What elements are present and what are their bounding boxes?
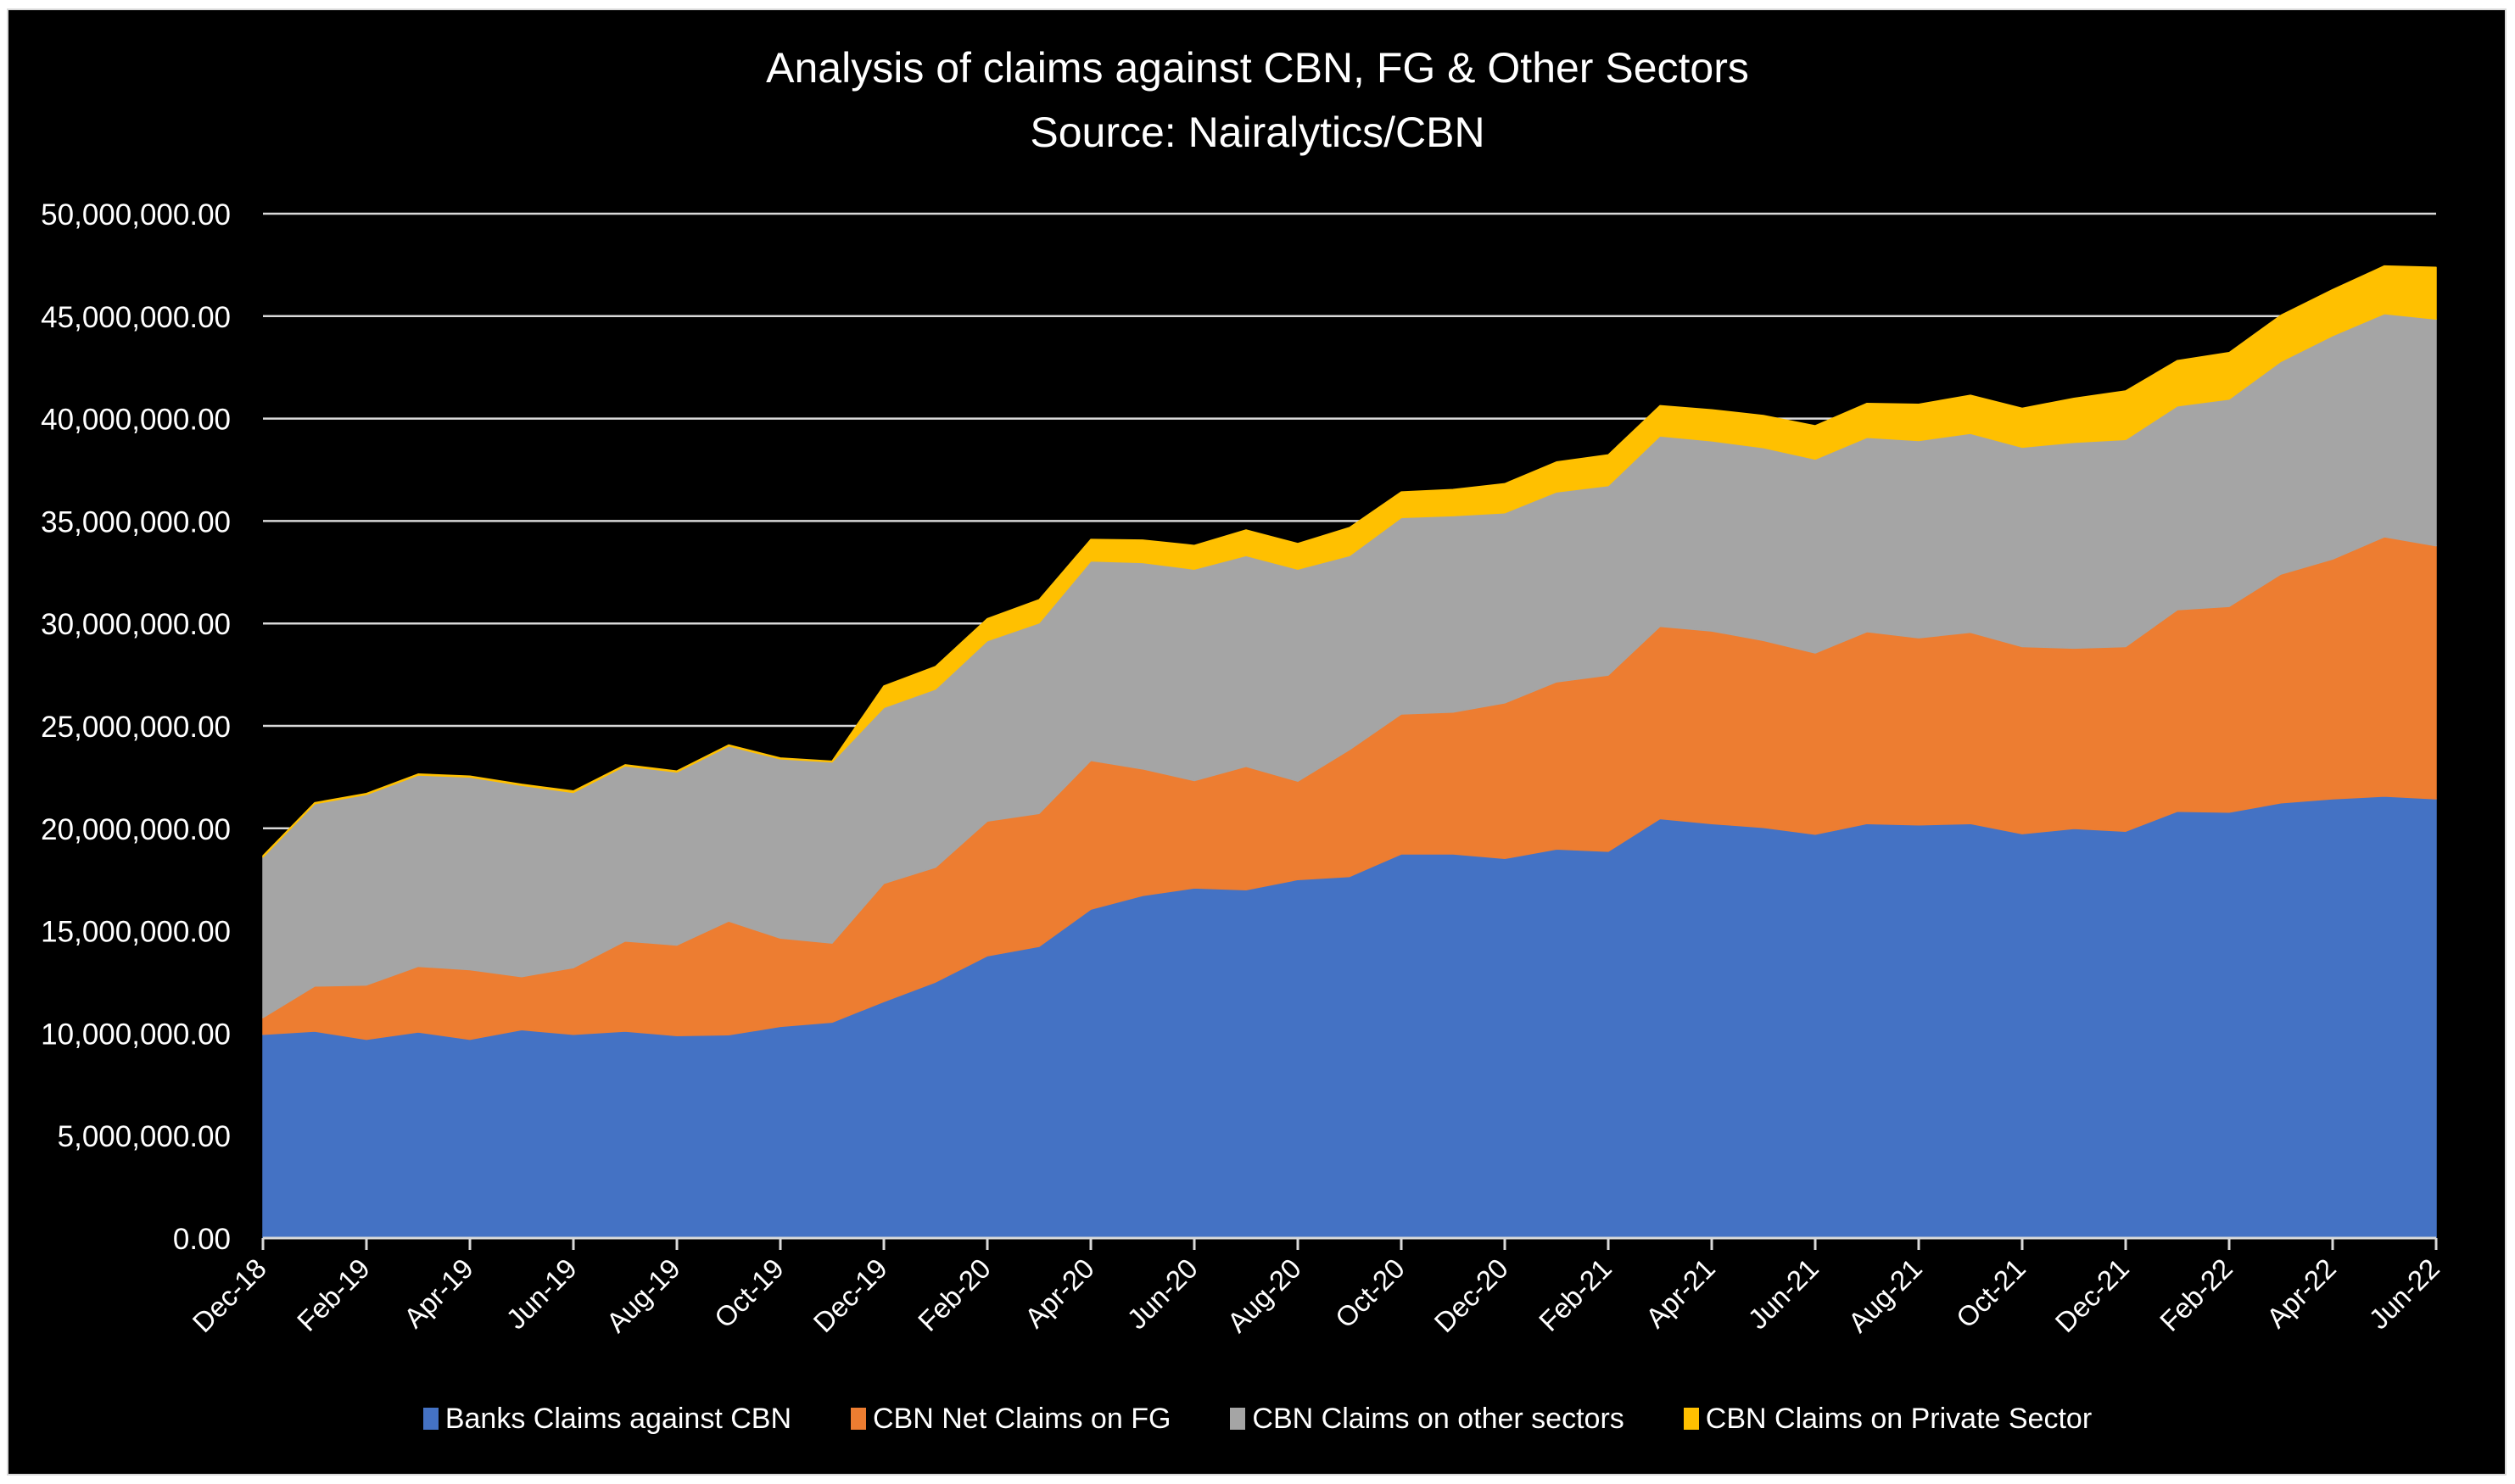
y-tick-label: 20,000,000.00 <box>41 813 231 846</box>
chart-title: Analysis of claims against CBN, FG & Oth… <box>766 44 1749 92</box>
y-tick-label: 40,000,000.00 <box>41 404 231 437</box>
legend: Banks Claims against CBN CBN Net Claims … <box>0 1395 2515 1442</box>
x-tick-label: Jun-22 <box>2362 1252 2445 1336</box>
x-tick-label: Dec-21 <box>2049 1252 2135 1338</box>
x-tick-label: Oct-20 <box>1329 1252 1411 1334</box>
x-tick-label: Apr-22 <box>2261 1252 2342 1334</box>
legend-swatch <box>1683 1408 1699 1430</box>
x-axis: Dec-18 Feb-19 Apr-19 Jun-19 Aug-19 Oct-19 Dec-… <box>187 1236 2445 1338</box>
x-tick-label: Jun-19 <box>500 1252 583 1336</box>
y-tick-label: 0.00 <box>173 1223 231 1256</box>
y-tick-label: 5,000,000.00 <box>58 1120 231 1153</box>
x-tick-label: Apr-19 <box>398 1252 479 1334</box>
legend-label: Banks Claims against CBN <box>444 1402 791 1435</box>
legend-item-banks-claims: Banks Claims against CBN <box>422 1402 791 1436</box>
area-series-3 <box>262 265 2437 858</box>
y-tick-label: 45,000,000.00 <box>41 301 231 334</box>
y-tick-label: 15,000,000.00 <box>41 916 231 949</box>
y-tick-label: 25,000,000.00 <box>41 711 231 744</box>
x-tick-label: Apr-20 <box>1019 1252 1100 1334</box>
x-tick-label: Oct-21 <box>1950 1252 2032 1334</box>
legend-item-other-sectors: CBN Claims on other sectors <box>1230 1403 1624 1436</box>
x-tick-label: Aug-21 <box>1842 1252 1928 1338</box>
x-tick-label: Dec-20 <box>1428 1252 1514 1338</box>
x-tick-label: Jun-21 <box>1741 1252 1825 1336</box>
x-tick-label: Aug-20 <box>1221 1252 1307 1338</box>
legend-label: CBN Claims on other sectors <box>1252 1402 1624 1435</box>
y-tick-label: 35,000,000.00 <box>41 505 231 538</box>
chart-subtitle: Source: Nairalytics/CBN <box>1030 109 1485 156</box>
legend-item-private-sector: CBN Claims on Private Sector <box>1683 1402 2093 1436</box>
series-areas <box>262 265 2437 1239</box>
x-tick-label: Feb-19 <box>291 1252 376 1337</box>
y-tick-label: 30,000,000.00 <box>41 608 231 641</box>
legend-label: CBN Net Claims on FG <box>873 1402 1171 1435</box>
x-tick-label: Feb-22 <box>2154 1252 2238 1337</box>
x-tick-label: Dec-18 <box>187 1252 272 1338</box>
legend-item-net-claims-fg: CBN Net Claims on FG <box>851 1403 1171 1436</box>
y-tick-label: 10,000,000.00 <box>41 1018 231 1051</box>
x-tick-label: Aug-19 <box>601 1252 686 1338</box>
y-tick-label: 50,000,000.00 <box>41 198 231 232</box>
y-axis: 0.00 5,000,000.00 10,000,000.00 15,000,000.… <box>41 198 231 1256</box>
x-tick-label: Apr-21 <box>1640 1252 1721 1334</box>
legend-swatch <box>422 1408 439 1430</box>
x-tick-label: Feb-21 <box>1533 1252 1618 1337</box>
x-tick-label: Jun-20 <box>1121 1252 1204 1336</box>
legend-swatch <box>851 1408 866 1430</box>
x-tick-label: Oct-19 <box>708 1252 790 1334</box>
legend-swatch <box>1230 1408 1246 1430</box>
legend-label: CBN Claims on Private Sector <box>1705 1402 2093 1435</box>
x-tick-label: Feb-20 <box>912 1252 997 1337</box>
x-tick-label: Dec-19 <box>808 1252 893 1338</box>
